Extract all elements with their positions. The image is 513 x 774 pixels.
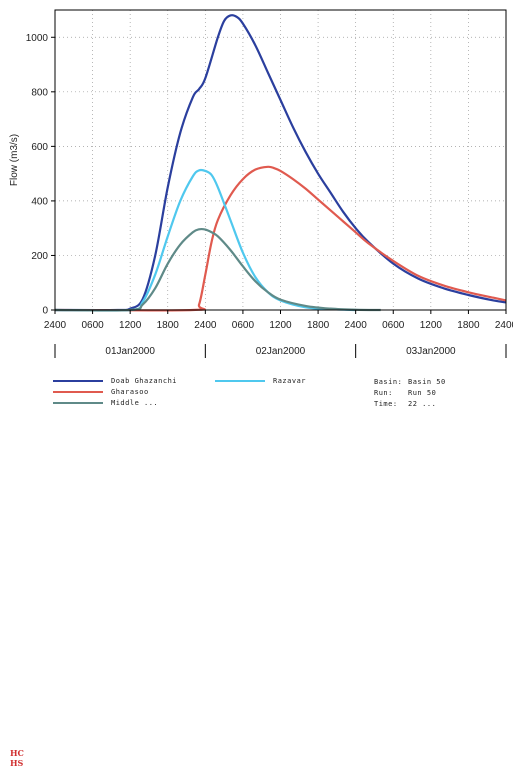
x-tick-label: 1200 [119,320,142,331]
y-tick-label: 1000 [26,33,49,44]
legend-label: Doab Ghazanchi [111,377,178,385]
legend-item-razavar: Razavar [215,376,306,386]
legend-item-middle: Middle ... [53,398,158,408]
x-tick-label: 0600 [81,320,104,331]
legend-swatch [215,380,265,382]
time-info: Time: 22 ... [374,400,437,408]
y-tick-label: 200 [31,251,48,262]
series-line-middle [54,227,381,312]
x-tick-label: 2400 [194,320,217,331]
x-tick-label: 1200 [420,320,443,331]
plot-grid [55,10,506,310]
legend-item-doab-ghazanchi: Doab Ghazanchi [53,376,177,386]
run-info: Run: Run 50 [374,389,437,397]
x-tick-label: 2400 [495,320,513,331]
y-tick-label: 400 [31,196,48,207]
x-tick-label: 1800 [157,320,180,331]
legend-label: Gharasoo [111,388,149,396]
basin-info: Basin: Basin 50 [374,378,446,386]
plot-series [54,14,507,312]
x-tick-label: 2400 [44,320,67,331]
legend-item-gharasoo: Gharasoo [53,387,149,397]
x-tick-label: 0600 [382,320,405,331]
series-line-gharasoo [54,165,507,312]
date-axis: 01Jan2000 02Jan2000 03Jan2000 [54,344,507,358]
flow-hydrograph-chart: 0 200 400 600 800 1000 2400 0600 1200 1800 2400 06… [9,9,513,358]
date-label: 03Jan2000 [406,346,456,357]
x-tick-label: 1800 [457,320,480,331]
x-tick-label: 2400 [345,320,368,331]
date-label: 01Jan2000 [105,346,155,357]
hec-hms-logo: HC HS [10,748,24,768]
date-label: 02Jan2000 [256,346,306,357]
y-axis-label: Flow (m3/s) [9,134,20,186]
x-tick-label: 0600 [232,320,255,331]
series-line-doab-ghazanchi [54,14,507,312]
legend-label: Razavar [273,377,307,385]
y-tick-label: 800 [31,87,48,98]
x-tick-label: 1800 [307,320,330,331]
series-line-razavar [54,168,356,312]
x-tick-label: 1200 [269,320,292,331]
y-axis: 0 200 400 600 800 1000 [26,33,55,317]
legend-swatch [53,391,103,393]
y-tick-label: 600 [31,142,48,153]
legend-panel: HC HS Doab Ghazanchi Gharasoo Middle ...… [0,370,513,768]
legend-swatch [53,380,103,382]
legend-label: Middle ... [111,399,159,407]
y-tick-label: 0 [42,306,48,317]
x-axis: 2400 0600 1200 1800 2400 0600 1200 1800 2400 0600… [44,310,513,331]
legend-swatch [53,402,103,404]
